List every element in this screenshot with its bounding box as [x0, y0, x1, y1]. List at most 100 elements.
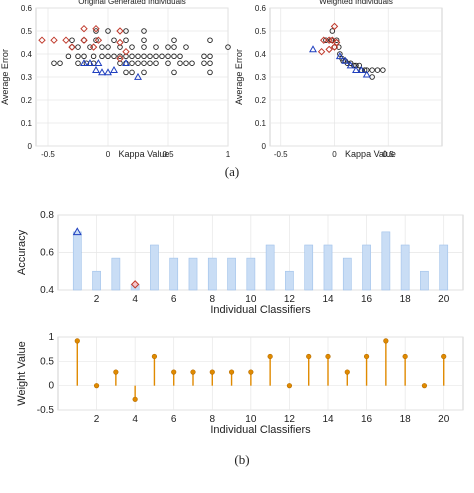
blue-triangle-point	[98, 68, 106, 76]
black-circle-point	[90, 53, 97, 60]
y-tick-label: 0	[48, 381, 54, 392]
black-circle-point	[153, 53, 159, 60]
y-tick-label: 0.4	[21, 50, 33, 59]
y-axis-label: Accuracy	[16, 229, 28, 275]
accuracy-bar	[188, 257, 198, 291]
x-axis-label: Individual Classifiers	[210, 424, 311, 436]
accuracy-bar	[342, 257, 352, 291]
black-circle-point	[153, 60, 159, 66]
blue-triangle-point	[86, 59, 94, 67]
red-diamond-point	[328, 36, 337, 44]
weight-point	[209, 369, 215, 375]
blue-triangle-marker	[72, 227, 82, 236]
x-tick-label: 4	[132, 294, 138, 305]
blue-triangle-point	[122, 59, 130, 67]
red-diamond-point	[330, 43, 339, 51]
blue-triangle-point	[341, 56, 350, 64]
weight-point	[402, 353, 408, 360]
x-tick-label: 4	[132, 414, 138, 425]
chart-title: Weighted Individuals	[319, 0, 393, 6]
x-tick-label: 18	[400, 294, 412, 305]
x-tick-label: 14	[322, 414, 334, 425]
x-tick-label: 6	[171, 414, 177, 425]
x-tick-label: 6	[171, 294, 177, 305]
accuracy-bar	[381, 231, 391, 291]
x-tick-label: 10	[245, 414, 257, 425]
black-circle-point	[153, 44, 159, 50]
red-diamond-point	[38, 36, 46, 44]
red-diamond-point	[325, 36, 333, 44]
red-diamond-point	[122, 47, 130, 56]
y-axis-label: Average Error	[234, 49, 244, 105]
red-diamond-point	[317, 47, 326, 56]
black-circle-point	[165, 60, 171, 66]
black-circle-point	[356, 62, 362, 69]
blue-triangle-point	[94, 59, 103, 67]
weight-point	[248, 369, 254, 375]
black-circle-point	[117, 53, 123, 60]
blue-triangle-point	[134, 72, 142, 80]
black-circle-point	[225, 44, 231, 50]
weight-point	[421, 383, 428, 389]
black-circle-point	[329, 28, 336, 34]
black-circle-point	[141, 44, 147, 50]
red-diamond-point	[92, 24, 100, 33]
black-circle-point	[57, 60, 63, 66]
accuracy-bar	[323, 244, 333, 291]
x-tick-label: 12	[284, 294, 296, 305]
y-tick-label: 0.3	[255, 73, 267, 82]
black-circle-point	[105, 44, 111, 50]
black-circle-point	[207, 37, 213, 43]
weight-point	[363, 353, 370, 360]
blue-triangle-point	[357, 65, 366, 73]
red-diamond-point	[116, 38, 124, 47]
black-circle-point	[201, 60, 207, 66]
red-diamond-point	[325, 45, 333, 54]
y-tick-label: 0.6	[40, 248, 54, 259]
black-circle-point	[380, 67, 386, 73]
black-circle-point	[135, 53, 141, 60]
black-circle-point	[141, 69, 147, 76]
weight-point	[344, 369, 350, 375]
y-tick-label: 0.6	[21, 4, 33, 13]
x-tick-label: 18	[400, 414, 412, 425]
weight-point	[228, 369, 235, 375]
accuracy-bar	[265, 244, 275, 291]
black-circle-point	[171, 37, 177, 43]
caption-a: (a)	[225, 164, 239, 179]
black-circle-point	[141, 37, 147, 43]
y-tick-label: 0.3	[21, 73, 33, 82]
x-tick-label: 10	[245, 294, 257, 305]
x-tick-label: 2	[94, 414, 100, 425]
accuracy-bar	[169, 257, 179, 291]
x-axis-label: Kappa Value	[345, 149, 396, 159]
black-circle-point	[129, 44, 135, 50]
black-circle-point	[207, 53, 213, 60]
accuracy-bar	[420, 270, 429, 291]
weight-point	[113, 369, 119, 375]
plot-area	[57, 336, 464, 411]
blue-triangle-point	[309, 45, 317, 53]
weight-point	[151, 353, 158, 360]
accuracy-bar	[400, 244, 410, 291]
black-circle-point	[147, 53, 153, 60]
accuracy-bar	[227, 257, 236, 291]
caption-b: (b)	[234, 452, 249, 467]
blue-triangle-point	[104, 68, 112, 76]
black-circle-point	[123, 69, 129, 76]
black-circle-point	[207, 60, 213, 66]
y-axis-label: Average Error	[0, 49, 10, 105]
blue-triangle-point	[362, 70, 371, 78]
black-circle-point	[374, 67, 381, 73]
chart-title: Original Generated Individuals	[78, 0, 186, 6]
x-tick-label: 8	[210, 414, 216, 425]
black-circle-point	[201, 53, 207, 60]
black-circle-point	[129, 53, 135, 60]
y-tick-label: -0.5	[37, 405, 55, 416]
black-circle-point	[51, 60, 57, 66]
x-tick-label: 1	[226, 150, 231, 159]
scatter-original-generated-individuals: 0 0.1 0.2 0.3 0.4 0.5 0.6 -0.5 0 0.5 1 Kappa Value A…	[0, 0, 231, 159]
black-circle-point	[177, 53, 183, 60]
